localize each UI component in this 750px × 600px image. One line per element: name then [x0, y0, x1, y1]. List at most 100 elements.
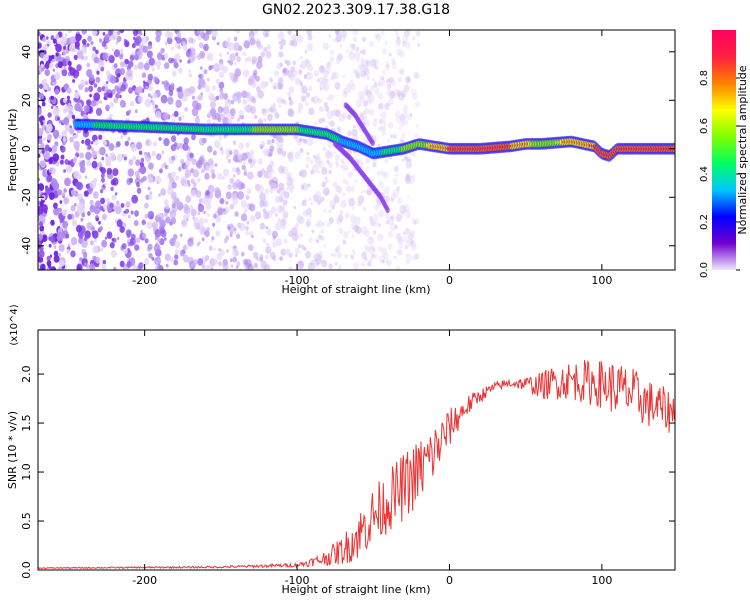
- spectrogram-cell: [259, 192, 266, 202]
- spectrogram-cell: [65, 233, 70, 239]
- spectrogram-cell: [109, 101, 114, 108]
- spectrogram-cell: [412, 36, 415, 40]
- spectrogram-cell: [398, 49, 405, 58]
- spectrogram-cell: [49, 62, 54, 68]
- spectrogram-cell: [363, 115, 367, 120]
- spectrogram-cell: [345, 82, 352, 91]
- spectrogram-cell: [47, 134, 52, 141]
- spectrogram-cell: [361, 251, 367, 259]
- spectrogram-cell: [156, 52, 163, 61]
- spectrogram-cell: [109, 113, 113, 119]
- spectrogram-cell: [390, 215, 394, 220]
- spectrogram-cell: [105, 80, 109, 85]
- spectrogram-cell: [232, 248, 238, 256]
- spectrogram-cell: [84, 236, 88, 242]
- spectrogram-cell: [99, 226, 103, 231]
- spectrogram-cell: [344, 212, 350, 219]
- spectrogram-cell: [130, 143, 138, 153]
- spectrogram-cell: [285, 249, 291, 256]
- spectrogram-cell: [72, 134, 77, 140]
- spectrogram-cell: [119, 67, 126, 76]
- spectrogram-cell: [393, 88, 400, 97]
- spectrogram-cell: [171, 118, 176, 124]
- spectrogram-cell: [122, 212, 126, 217]
- spectrogram-cell: [235, 52, 239, 57]
- spectrogram-cell: [218, 135, 223, 141]
- spectrogram-cell: [271, 138, 275, 143]
- spectrogram-cell: [373, 230, 377, 235]
- spectrogram-cell: [412, 92, 419, 101]
- spectrogram-cell: [136, 181, 141, 188]
- spectrogram-cell: [255, 40, 261, 48]
- spectrogram-cell: [41, 150, 45, 154]
- spectrogram-cell: [99, 146, 106, 156]
- spectrogram-cell: [228, 72, 234, 79]
- spectrogram-cell: [234, 68, 242, 77]
- spectrogram-cell: [324, 78, 329, 84]
- spectrogram-ytick-label: 20: [20, 93, 33, 107]
- spectrogram-cell: [360, 57, 365, 63]
- spectrogram-cell: [53, 202, 58, 209]
- spectrogram-cell: [257, 184, 265, 194]
- spectrogram-ytick-label: 0: [20, 145, 33, 152]
- snr-ytick-label: 1.0: [20, 463, 33, 481]
- spectrogram-cell: [410, 88, 417, 96]
- spectrogram-cell: [67, 60, 72, 67]
- spectrogram-cell: [47, 112, 52, 118]
- spectrogram-cell: [163, 80, 169, 88]
- spectrogram-cell: [410, 243, 418, 252]
- spectrogram-cell: [225, 155, 229, 160]
- spectrogram-cell: [75, 33, 82, 42]
- spectrogram-cell: [207, 158, 214, 166]
- spectrogram-cell: [79, 161, 86, 169]
- spectrogram-cell: [337, 37, 341, 42]
- spectrogram-cell: [377, 82, 382, 87]
- spectrogram-cell: [108, 92, 113, 99]
- spectrogram-cell: [361, 48, 366, 55]
- spectrogram-cell: [55, 52, 59, 57]
- spectrogram-cell: [308, 107, 315, 116]
- spectrogram-cell: [343, 34, 346, 38]
- spectrogram-cell: [153, 76, 159, 83]
- spectrogram-cell: [339, 209, 344, 216]
- spectrogram-cell: [147, 152, 150, 156]
- spectrogram-cell: [232, 167, 236, 173]
- spectrogram-cell: [164, 212, 168, 217]
- spectrogram-cell: [249, 230, 254, 237]
- spectrogram-cell: [353, 225, 360, 233]
- spectrogram-cell: [204, 230, 210, 238]
- spectrogram-cell: [399, 120, 405, 128]
- spectrogram-cell: [300, 169, 307, 178]
- spectrogram-cell: [165, 216, 171, 224]
- spectrogram-cell: [270, 182, 277, 191]
- spectrogram-cell: [399, 137, 404, 144]
- spectrogram-cell: [220, 92, 225, 98]
- spectrogram-cell: [287, 91, 292, 98]
- spectrogram-cell: [93, 238, 97, 243]
- spectrogram-cell: [412, 219, 417, 225]
- spectrogram-cell: [78, 202, 86, 212]
- spectrogram-cell: [182, 142, 189, 151]
- spectrogram-cell: [263, 46, 268, 53]
- spectrogram-cell: [100, 173, 105, 179]
- spectrogram-cell: [322, 42, 329, 51]
- spectrogram-cell: [38, 239, 41, 247]
- spectrogram-cell: [67, 213, 72, 220]
- spectrogram-cell: [236, 59, 239, 63]
- spectrogram-cell: [182, 245, 187, 251]
- spectrogram-cell: [328, 169, 332, 175]
- snr-ylabel: SNR (10 * v/v): [6, 411, 19, 489]
- spectrogram-cell: [233, 149, 239, 157]
- spectrogram-cell: [287, 30, 292, 36]
- spectrogram-cell: [108, 143, 115, 151]
- spectrogram-cell: [323, 208, 327, 213]
- spectrogram-cell: [306, 30, 313, 36]
- spectrogram-cell: [112, 168, 119, 177]
- spectrogram-ytick-label: 40: [20, 45, 33, 59]
- spectrogram-cell: [360, 95, 365, 102]
- spectrogram-cell: [300, 184, 305, 190]
- spectrogram-cell: [63, 117, 70, 126]
- spectrogram-cell: [83, 262, 88, 267]
- spectrogram-cell: [363, 189, 366, 193]
